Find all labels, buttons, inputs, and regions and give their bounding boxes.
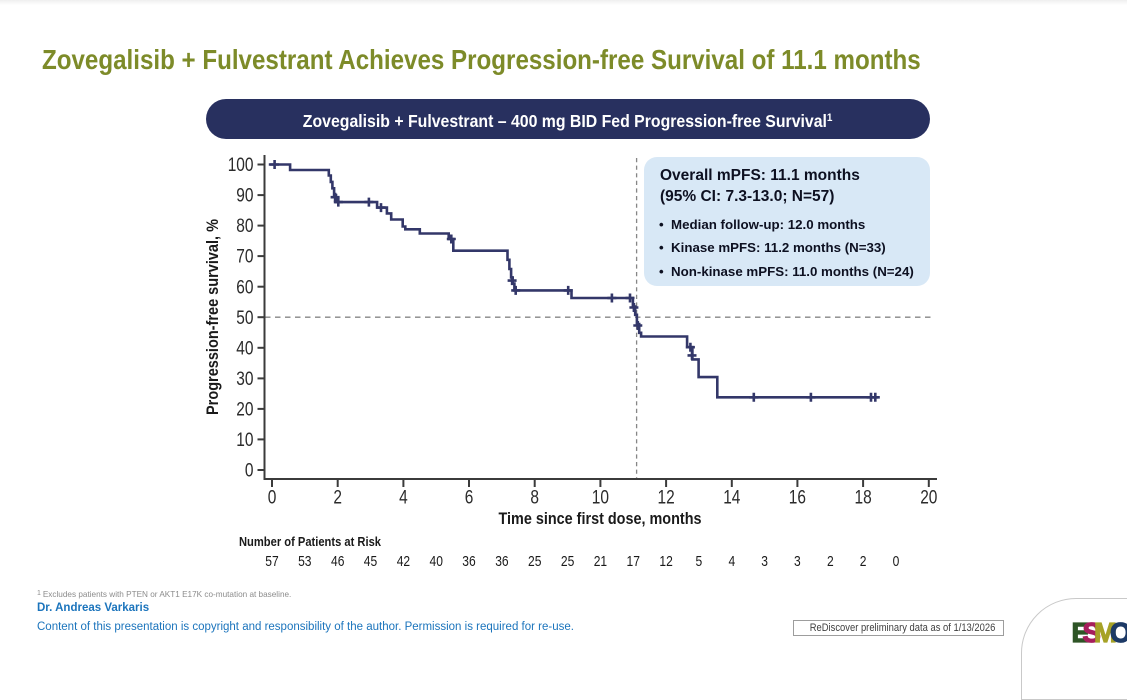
svg-text:0: 0 bbox=[268, 487, 277, 509]
svg-text:10: 10 bbox=[592, 487, 609, 509]
svg-text:10: 10 bbox=[236, 429, 253, 451]
svg-text:4: 4 bbox=[399, 487, 408, 509]
svg-text:2: 2 bbox=[860, 553, 867, 570]
svg-text:Time since first dose, months: Time since first dose, months bbox=[499, 509, 702, 528]
svg-text:46: 46 bbox=[331, 553, 344, 570]
svg-text:12: 12 bbox=[659, 553, 672, 570]
svg-text:70: 70 bbox=[236, 246, 253, 268]
svg-text:53: 53 bbox=[298, 553, 311, 570]
svg-text:20: 20 bbox=[236, 399, 253, 421]
svg-text:E: E bbox=[1072, 617, 1090, 648]
svg-text:50: 50 bbox=[236, 307, 253, 329]
svg-text:20: 20 bbox=[920, 487, 937, 509]
svg-text:8: 8 bbox=[530, 487, 539, 509]
svg-text:100: 100 bbox=[228, 154, 254, 176]
svg-text:5: 5 bbox=[696, 553, 703, 570]
svg-text:45: 45 bbox=[364, 553, 377, 570]
svg-text:17: 17 bbox=[627, 553, 640, 570]
svg-text:0: 0 bbox=[245, 460, 254, 482]
svg-text:3: 3 bbox=[794, 553, 801, 570]
svg-text:S: S bbox=[1083, 617, 1101, 648]
svg-text:6: 6 bbox=[465, 487, 474, 509]
svg-text:M: M bbox=[1094, 617, 1117, 648]
svg-text:90: 90 bbox=[236, 185, 253, 207]
svg-text:57: 57 bbox=[265, 553, 278, 570]
svg-text:36: 36 bbox=[462, 553, 475, 570]
svg-text:18: 18 bbox=[855, 487, 872, 509]
svg-text:Progression-free survival, %: Progression-free survival, % bbox=[203, 219, 222, 415]
svg-text:12: 12 bbox=[658, 487, 675, 509]
svg-text:2: 2 bbox=[827, 553, 834, 570]
svg-text:21: 21 bbox=[594, 553, 607, 570]
svg-text:3: 3 bbox=[761, 553, 768, 570]
svg-text:4: 4 bbox=[728, 553, 735, 570]
svg-text:40: 40 bbox=[236, 337, 253, 359]
svg-text:80: 80 bbox=[236, 215, 253, 237]
svg-text:60: 60 bbox=[236, 276, 253, 298]
svg-text:O: O bbox=[1110, 617, 1127, 648]
svg-text:25: 25 bbox=[528, 553, 541, 570]
svg-text:14: 14 bbox=[723, 487, 740, 509]
svg-text:16: 16 bbox=[789, 487, 806, 509]
svg-text:2: 2 bbox=[333, 487, 342, 509]
svg-text:36: 36 bbox=[495, 553, 508, 570]
svg-text:42: 42 bbox=[397, 553, 410, 570]
svg-text:25: 25 bbox=[561, 553, 574, 570]
svg-text:30: 30 bbox=[236, 368, 253, 390]
svg-text:0: 0 bbox=[893, 553, 900, 570]
svg-text:40: 40 bbox=[430, 553, 443, 570]
svg-text:Number of Patients at Risk: Number of Patients at Risk bbox=[239, 534, 382, 549]
